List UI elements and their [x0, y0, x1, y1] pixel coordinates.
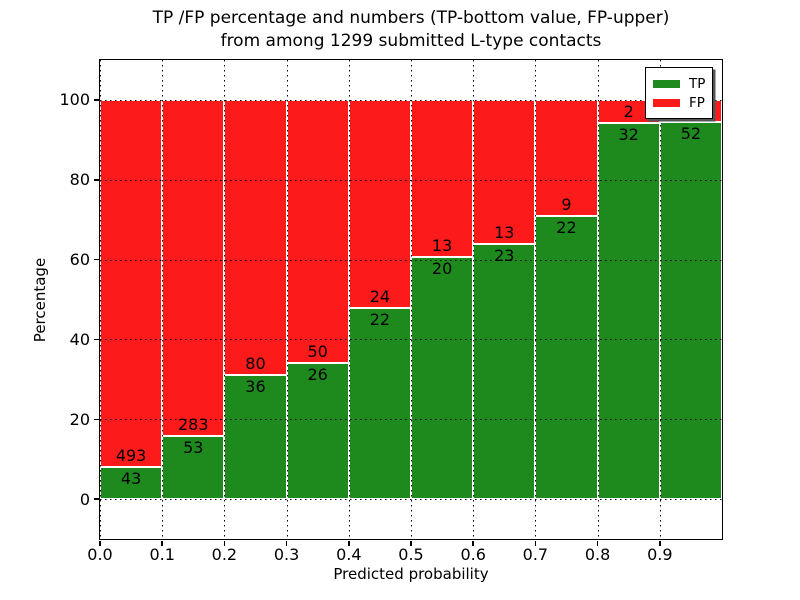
- fp-bar-segment: [224, 99, 287, 376]
- x-tick-mark: [99, 540, 101, 546]
- tp-bar-segment: [473, 244, 536, 500]
- x-tick-mark: [410, 540, 412, 546]
- legend-entry-tp: TP: [653, 76, 705, 92]
- plot-area: TP FP 493 43 283 53 80 36 50 26 24 22 13 20 13 23 9 22 2 3…: [98, 58, 723, 540]
- vertical-gridline: [535, 60, 537, 539]
- vertical-gridline: [659, 60, 661, 539]
- tp-bar-segment: [348, 308, 411, 500]
- tp-count-label: 53: [183, 438, 204, 458]
- vertical-gridline: [286, 60, 288, 539]
- y-tick-mark: [93, 258, 99, 261]
- fp-count-label: 13: [431, 236, 453, 256]
- chart-title: TP /FP percentage and numbers (TP-bottom…: [100, 7, 722, 53]
- tp-count-label: 20: [431, 259, 453, 279]
- fp-count-label: 80: [245, 354, 266, 374]
- chart-title-line2: from among 1299 submitted L-type contact…: [220, 31, 602, 51]
- tp-bar-segment: [597, 123, 660, 500]
- x-tick-mark: [161, 540, 163, 546]
- y-tick-mark: [93, 498, 99, 500]
- y-tick-mark: [93, 338, 99, 341]
- legend-label: TP: [689, 76, 706, 92]
- legend-label: FP: [689, 95, 705, 111]
- y-tick-label: 40: [69, 329, 90, 349]
- tp-bar-segment: [224, 375, 287, 500]
- legend: TP FP: [645, 67, 713, 119]
- x-tick-label: 0.5: [398, 545, 424, 564]
- x-tick-label: 0.8: [584, 545, 611, 564]
- tp-bar-segment: [659, 121, 722, 500]
- x-tick-label: 0.7: [522, 545, 549, 564]
- tp-bar-segment: [286, 362, 349, 500]
- fp-count-label: 283: [178, 415, 209, 435]
- tp-count-label: 22: [556, 217, 577, 237]
- x-tick-label: 0.3: [273, 545, 300, 564]
- tp-count-label: 32: [618, 125, 639, 145]
- fp-count-label: 493: [115, 446, 147, 466]
- x-axis-label: Predicted probability: [333, 565, 489, 583]
- x-tick-mark: [348, 540, 350, 546]
- vertical-gridline: [348, 60, 350, 539]
- legend-swatch-tp: [653, 80, 680, 88]
- fp-count-label: 24: [369, 287, 391, 307]
- x-tick-label: 0.4: [336, 545, 362, 564]
- fp-bar-segment: [286, 99, 349, 363]
- tp-count-label: 23: [494, 246, 515, 266]
- tp-count-label: 36: [245, 377, 266, 397]
- x-tick-label: 0.1: [149, 545, 175, 564]
- tp-count-label: 52: [680, 123, 702, 143]
- x-tick-label: 0.0: [87, 545, 113, 564]
- x-tick-mark: [596, 540, 599, 546]
- tp-count-label: 22: [369, 310, 391, 330]
- x-tick-label: 0.2: [211, 545, 238, 564]
- y-tick-label: 100: [59, 90, 90, 110]
- y-tick-mark: [93, 99, 99, 101]
- fp-bar-segment: [100, 99, 163, 468]
- chart-title-line1: TP /FP percentage and numbers (TP-bottom…: [152, 8, 670, 28]
- legend-swatch-fp: [653, 99, 680, 107]
- tp-bar-segment: [411, 257, 474, 500]
- fp-count-label: 9: [561, 194, 572, 214]
- vertical-gridline: [100, 60, 101, 539]
- y-tick-mark: [93, 179, 99, 181]
- x-tick-label: 0.9: [647, 545, 673, 564]
- vertical-gridline: [597, 60, 599, 539]
- y-tick-label: 80: [69, 170, 90, 190]
- x-tick-label: 0.6: [460, 545, 486, 564]
- x-tick-mark: [472, 540, 474, 546]
- x-tick-mark: [223, 540, 226, 546]
- vertical-gridline: [411, 60, 412, 539]
- y-tick-label: 0: [79, 489, 90, 509]
- legend-entry-fp: FP: [653, 95, 705, 111]
- fp-count-label: 50: [307, 341, 328, 361]
- fp-count-label: 2: [623, 102, 634, 122]
- tp-count-label: 26: [307, 364, 328, 384]
- x-tick-mark: [659, 540, 661, 546]
- tp-bar-segment: [535, 215, 598, 500]
- vertical-gridline: [224, 60, 226, 539]
- fp-bar-segment: [348, 99, 411, 309]
- vertical-gridline: [473, 60, 475, 539]
- y-tick-mark: [93, 418, 99, 420]
- vertical-gridline: [162, 60, 164, 539]
- y-tick-label: 20: [69, 409, 90, 429]
- x-tick-mark: [285, 540, 288, 546]
- fp-bar-segment: [162, 99, 225, 437]
- x-tick-mark: [534, 540, 537, 546]
- tp-count-label: 43: [120, 469, 142, 489]
- fp-count-label: 13: [494, 223, 515, 243]
- y-tick-label: 60: [69, 250, 90, 270]
- fp-bar-segment: [411, 99, 474, 258]
